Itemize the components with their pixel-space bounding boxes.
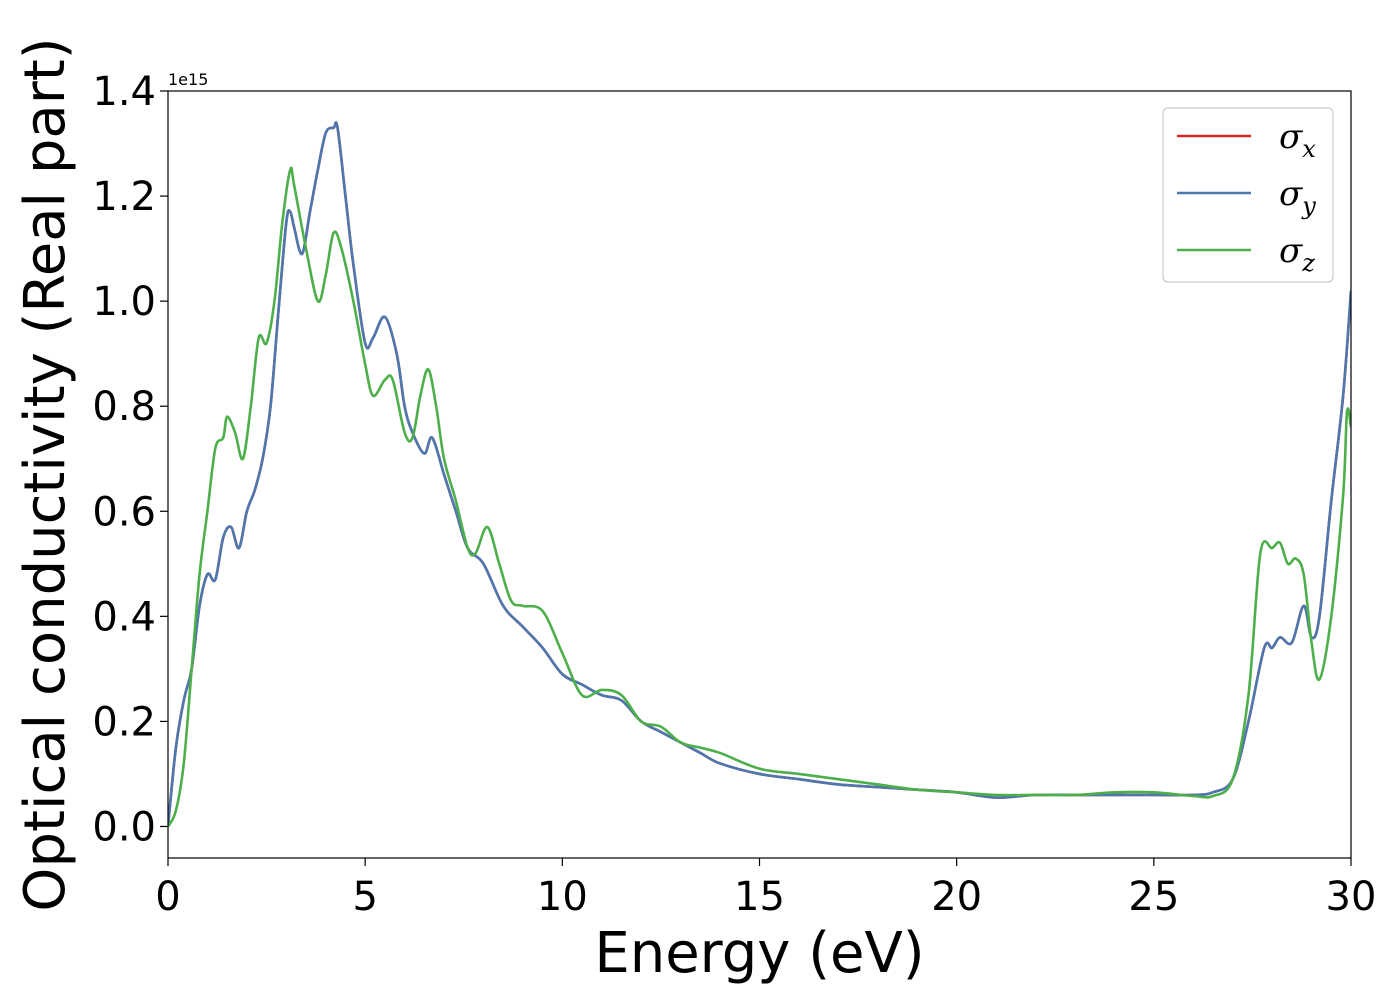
y-axis-label: Optical conductivity (Real part) (13, 37, 78, 911)
y-tick-label: 0.2 (92, 699, 156, 745)
y-tick-label: 0.6 (92, 489, 156, 535)
x-tick-label: 25 (1128, 874, 1179, 920)
legend-box (1162, 107, 1334, 283)
legend-entry-sigma-z: σz (1279, 231, 1315, 277)
legend-entry-sigma-y: σy (1279, 174, 1316, 220)
y-tick-label: 1.4 (92, 69, 156, 115)
legend-entry-sigma-x: σx (1279, 117, 1316, 163)
x-axis-label: Energy (eV) (594, 921, 924, 986)
y-tick-label: 1.2 (92, 174, 156, 220)
x-tick-label: 15 (734, 874, 785, 920)
y-tick-label: 1.0 (92, 279, 156, 325)
y-tick-label: 0.4 (92, 594, 156, 640)
y-tick-label: 0.0 (92, 804, 156, 850)
y-tick-label: 0.8 (92, 384, 156, 430)
legend-entry-subscript: z (1301, 249, 1315, 277)
x-tick-label: 0 (155, 874, 180, 920)
legend-entry-name: σ (1279, 231, 1303, 271)
legend-entry-subscript: x (1302, 135, 1316, 163)
x-tick-label: 20 (931, 874, 982, 920)
x-axis-ticks: 0 5 10 15 20 25 30 (155, 858, 1376, 920)
y-axis-offset-text: 1e15 (168, 70, 208, 89)
series-layer (168, 121, 1351, 828)
series-line-sigma-y (168, 121, 1351, 827)
x-tick-label: 10 (537, 874, 588, 920)
legend-entry-name: σ (1279, 174, 1303, 214)
x-tick-label: 30 (1326, 874, 1377, 920)
y-axis-ticks: 0.0 0.2 0.4 0.6 0.8 1.0 1.2 1.4 (92, 69, 168, 850)
legend-entry-name: σ (1279, 117, 1303, 157)
legend-entry-subscript: y (1301, 192, 1316, 220)
x-tick-label: 5 (352, 874, 377, 920)
series-line-sigma-z (168, 166, 1351, 828)
